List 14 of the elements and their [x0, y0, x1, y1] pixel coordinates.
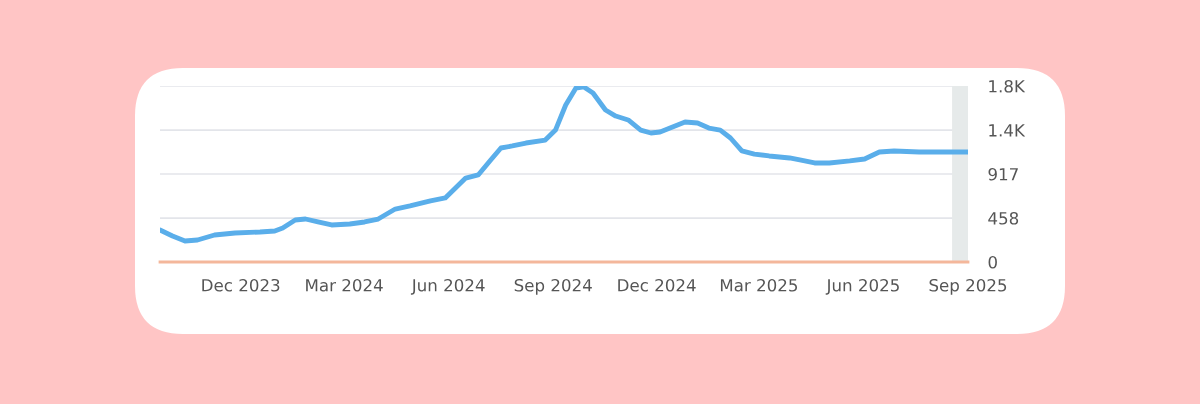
y-tick-label: 0 — [988, 255, 997, 269]
x-tick-label: Dec 2023 — [202, 278, 280, 292]
x-tick-label: Jun 2025 — [825, 278, 899, 295]
y-tick-label: 917 — [988, 167, 1018, 181]
x-tick-label: Jun 2024 — [410, 278, 485, 295]
y-tick-label: 458 — [988, 212, 1019, 225]
x-tick-label: Sep 2024 — [514, 278, 592, 295]
y-tick-label: 1.4K — [989, 124, 1026, 137]
line-series — [160, 86, 968, 244]
x-tick-label: Mar 2024 — [306, 278, 383, 292]
y-tick-label: 1.8K — [989, 79, 1026, 93]
x-tick-label: Dec 2024 — [618, 278, 696, 292]
x-tick-label: Sep 2025 — [929, 278, 1007, 295]
x-tick-label: Mar 2025 — [720, 278, 798, 292]
